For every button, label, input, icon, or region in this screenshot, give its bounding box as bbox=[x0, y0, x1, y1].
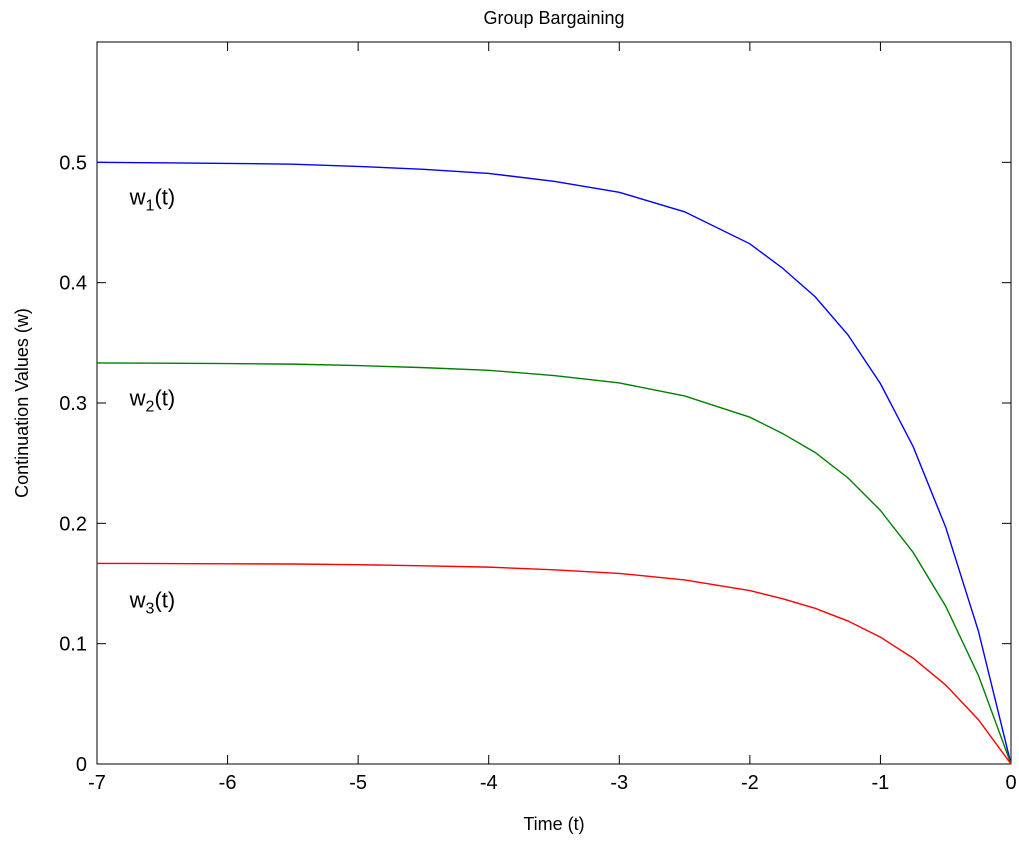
chart-title: Group Bargaining bbox=[483, 8, 624, 28]
x-tick-label: 0 bbox=[1005, 772, 1016, 794]
plot-area bbox=[96, 41, 1012, 765]
axis-ticks: -7 -6 -5 -4 -3 -2 -1 0 0 0.1 0.2 0.3 0.4 0.5 bbox=[59, 42, 1017, 794]
y-tick-label: 0.2 bbox=[59, 513, 87, 535]
y-axis-title: Continuation Values (w) bbox=[12, 308, 32, 498]
series-labels: w1(t) w2(t) w3(t) bbox=[129, 184, 176, 617]
x-tick-label: -3 bbox=[610, 772, 628, 794]
y-tick-label: 0 bbox=[76, 754, 87, 776]
x-tick-label: -6 bbox=[219, 772, 237, 794]
y-tick-label: 0.4 bbox=[59, 273, 87, 295]
series-line-w2 bbox=[96, 362, 1012, 765]
x-tick-label: -1 bbox=[872, 772, 890, 794]
series-group bbox=[96, 161, 1012, 765]
series-line-w3 bbox=[96, 562, 1012, 765]
x-tick-label: -5 bbox=[349, 772, 367, 794]
series-line-w1 bbox=[96, 161, 1012, 765]
x-tick-label: -7 bbox=[88, 772, 106, 794]
series-label-w2: w2(t) bbox=[129, 385, 176, 415]
x-tick-label: -2 bbox=[741, 772, 759, 794]
y-tick-label: 0.1 bbox=[59, 634, 87, 656]
y-tick-label: 0.3 bbox=[59, 393, 87, 415]
series-label-w1: w1(t) bbox=[129, 184, 176, 214]
x-tick-label: -4 bbox=[480, 772, 498, 794]
y-tick-label: 0.5 bbox=[59, 152, 87, 174]
series-label-w3: w3(t) bbox=[129, 588, 176, 618]
x-axis-title: Time (t) bbox=[523, 814, 584, 834]
